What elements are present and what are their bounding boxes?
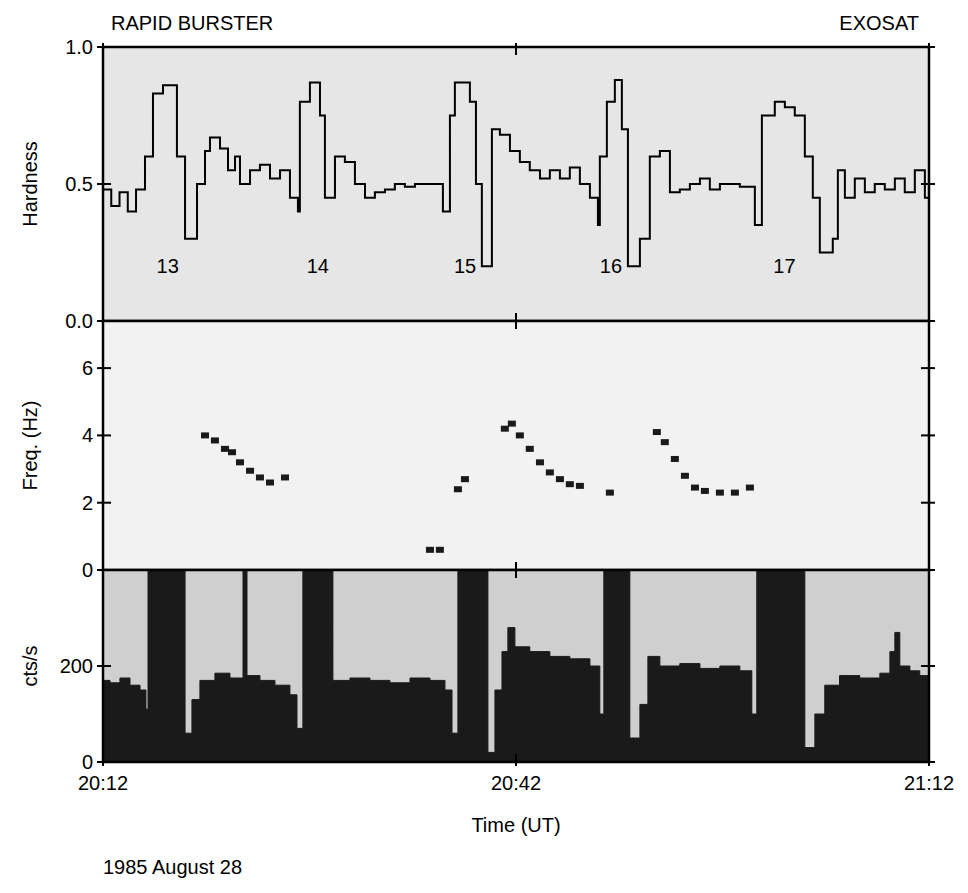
point [228,449,236,455]
point [266,480,274,486]
plot-area [103,570,929,762]
annotation: 17 [773,255,795,277]
point [536,459,544,465]
x-tick [102,566,104,578]
point [746,485,754,491]
y-tick [921,502,935,504]
point [246,468,254,474]
point [576,483,584,489]
plot-area [103,80,929,266]
point [716,490,724,496]
x-tick [515,566,517,578]
point [671,456,679,462]
x-tick [515,43,517,55]
y-tick-label: 0.5 [65,173,93,195]
y-tick-label: 2 [82,492,93,514]
y-tick [921,665,935,667]
x-axis-title: Time (UT) [471,814,560,836]
annotation: 15 [454,255,476,277]
x-tick [928,754,930,766]
point [526,446,534,452]
panel-background [103,321,929,570]
y-axis-title: Freq. (Hz) [19,401,41,491]
y-tick-label: 0 [82,559,93,581]
x-tick-label: 20:12 [78,772,128,794]
point [691,485,699,491]
x-tick [928,317,930,329]
point [436,547,444,553]
panel-frame [103,570,929,762]
point [701,488,709,494]
point [661,439,669,445]
point [516,432,524,438]
background [0,0,968,893]
y-tick-label: 0 [82,751,93,773]
x-tick-label: 20:42 [491,772,541,794]
y-tick [97,434,111,436]
point [731,490,739,496]
y-tick-label: 6 [82,357,93,379]
point [221,446,229,452]
x-tick [102,754,104,766]
y-tick [921,183,935,185]
x-tick [102,43,104,55]
y-tick [921,434,935,436]
title: RAPID BURSTER [111,12,273,34]
point [461,476,469,482]
x-tick [102,317,104,329]
y-tick-label: 200 [60,655,93,677]
y-tick [97,665,111,667]
point [556,476,564,482]
point [256,474,264,480]
point [426,547,434,553]
y-axis-title: Hardness [19,141,41,227]
x-tick [928,566,930,578]
point [606,490,614,496]
x-tick-label: 21:12 [904,772,954,794]
plot-area [201,421,754,553]
point [681,473,689,479]
point [508,421,516,427]
y-tick [97,367,111,369]
y-tick-label: 0.0 [65,310,93,332]
x-tick [928,43,930,55]
point [281,474,289,480]
point [653,429,661,435]
point [546,469,554,475]
y-tick [921,367,935,369]
area [103,570,929,762]
panel-background [103,570,929,762]
point [501,426,509,432]
subtitle: EXOSAT [839,12,919,34]
annotation: 16 [600,255,622,277]
point [236,459,244,465]
panel-frame [103,47,929,321]
panel-frame [103,321,929,570]
point [566,481,574,487]
point [454,486,462,492]
point [211,437,219,443]
y-tick-label: 1.0 [65,36,93,58]
point [201,432,209,438]
panel-background [103,47,929,321]
figure: 0.0 0.5 1.0 Hardness RAPID BURSTER EXOSAT 13 14… [0,0,968,893]
x-tick [515,754,517,766]
y-tick [97,502,111,504]
line [103,80,929,266]
annotation: 1985 August 28 [103,856,242,878]
y-axis-title: cts/s [19,645,41,686]
y-tick [97,183,111,185]
x-tick [515,317,517,329]
y-tick-label: 4 [82,424,93,446]
annotation: 14 [307,255,329,277]
annotation: 13 [157,255,179,277]
